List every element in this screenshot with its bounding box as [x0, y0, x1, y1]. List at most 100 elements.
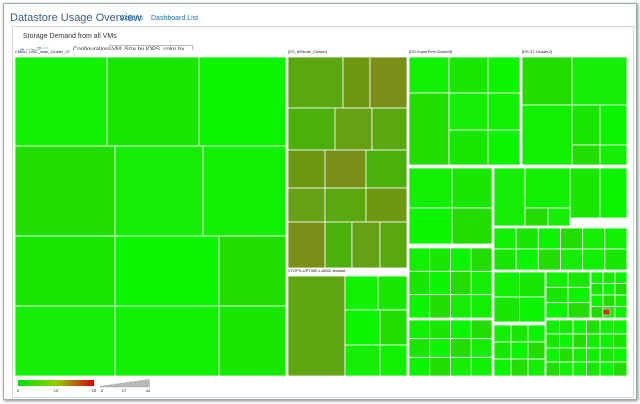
treemap-cell[interactable] [470, 319, 493, 340]
treemap-cell[interactable] [614, 294, 628, 307]
treemap-cell[interactable] [545, 271, 569, 288]
treemap-cell[interactable] [571, 104, 601, 146]
treemap-cell[interactable] [14, 305, 116, 377]
treemap-cell[interactable] [524, 207, 549, 227]
treemap-cell[interactable] [527, 358, 546, 377]
treemap-cell[interactable] [560, 248, 584, 271]
treemap-cell[interactable] [604, 248, 628, 271]
treemap-cell[interactable] [613, 347, 628, 363]
treemap-cell[interactable] [527, 324, 546, 343]
treemap-cell[interactable] [567, 286, 591, 304]
treemap-cell[interactable] [493, 167, 526, 227]
treemap-cell[interactable] [429, 319, 451, 340]
treemap-cell[interactable] [613, 319, 628, 335]
treemap-cell[interactable] [510, 324, 529, 343]
treemap-cell[interactable] [451, 207, 493, 245]
treemap-cell[interactable] [582, 248, 606, 271]
treemap-cell[interactable] [493, 227, 517, 250]
treemap-cell[interactable] [586, 333, 601, 349]
treemap-cell[interactable] [114, 145, 204, 237]
dashboard-list-menu[interactable]: Dashboard List [151, 15, 199, 22]
treemap-cell[interactable] [324, 149, 367, 189]
treemap-cell[interactable] [590, 283, 604, 296]
treemap-cell[interactable] [470, 247, 493, 272]
treemap-cell[interactable] [218, 305, 287, 377]
treemap-cell[interactable] [590, 306, 604, 319]
treemap-cell[interactable] [582, 227, 606, 250]
treemap-cell[interactable] [408, 207, 453, 245]
treemap-cell[interactable] [515, 227, 539, 250]
treemap-cell[interactable] [369, 56, 408, 109]
treemap-cell[interactable] [599, 347, 614, 363]
treemap-cell[interactable] [599, 167, 628, 219]
treemap-cell[interactable] [365, 149, 408, 189]
treemap-cell[interactable] [586, 347, 601, 363]
treemap-cell[interactable] [450, 294, 472, 319]
treemap-cell[interactable] [604, 227, 628, 250]
treemap-cell[interactable] [408, 356, 431, 377]
treemap-cell[interactable] [408, 167, 453, 209]
treemap-cell[interactable] [379, 344, 408, 377]
treemap-cell[interactable] [379, 309, 408, 346]
treemap-cell[interactable] [408, 338, 431, 358]
treemap-cell[interactable] [114, 305, 220, 377]
treemap-cell[interactable] [377, 275, 408, 311]
treemap-cell[interactable] [344, 344, 381, 377]
alert-cell[interactable] [602, 308, 611, 316]
treemap-cell[interactable] [408, 294, 431, 319]
actions-menu[interactable]: Actions [120, 15, 143, 22]
treemap-cell[interactable] [493, 341, 512, 360]
treemap-cell[interactable] [324, 187, 367, 223]
treemap-cell[interactable] [545, 302, 569, 319]
treemap-cell[interactable] [545, 286, 569, 304]
treemap-cell[interactable] [351, 221, 381, 269]
treemap-cell[interactable] [450, 319, 472, 340]
treemap-cell[interactable] [493, 358, 512, 377]
treemap-cell[interactable] [602, 271, 616, 284]
treemap-cell[interactable] [470, 338, 493, 358]
treemap-cell[interactable] [334, 107, 373, 151]
treemap-cell[interactable] [493, 271, 520, 298]
treemap-cell[interactable] [450, 356, 472, 377]
treemap-cell[interactable] [571, 56, 628, 106]
treemap-cell[interactable] [14, 145, 116, 237]
treemap-cell[interactable] [429, 338, 451, 358]
treemap-cell[interactable] [524, 167, 571, 209]
treemap-cell[interactable] [408, 56, 450, 94]
treemap-cell[interactable] [521, 104, 573, 166]
treemap-cell[interactable] [599, 319, 614, 335]
treemap-cell[interactable] [602, 294, 616, 307]
treemap-cell[interactable] [429, 247, 451, 272]
treemap-cell[interactable] [599, 104, 628, 146]
treemap-cell[interactable] [287, 149, 326, 189]
treemap-cell[interactable] [371, 107, 408, 151]
treemap-cell[interactable] [545, 333, 560, 349]
treemap-cell[interactable] [572, 361, 587, 377]
treemap-cell[interactable] [567, 271, 591, 288]
treemap-cell[interactable] [379, 221, 408, 269]
treemap-cell[interactable] [493, 296, 520, 323]
treemap-cell[interactable] [448, 129, 489, 166]
treemap-cell[interactable] [599, 361, 614, 377]
treemap-cell[interactable] [287, 221, 326, 269]
treemap-cell[interactable] [547, 207, 571, 227]
treemap-cell[interactable] [602, 283, 616, 296]
treemap-cell[interactable] [559, 333, 574, 349]
treemap-cell[interactable] [408, 92, 450, 166]
treemap-cell[interactable] [545, 319, 560, 335]
treemap-cell[interactable] [450, 247, 472, 272]
treemap-cell[interactable] [408, 270, 431, 296]
treemap-cell[interactable] [614, 283, 628, 296]
treemap-cell[interactable] [448, 92, 489, 131]
treemap-cell[interactable] [613, 361, 628, 377]
treemap-cell[interactable] [344, 309, 381, 346]
treemap-cell[interactable] [287, 56, 344, 109]
treemap-cell[interactable] [569, 167, 601, 219]
treemap-cell[interactable] [614, 271, 628, 284]
treemap-cell[interactable] [202, 145, 287, 237]
treemap-cell[interactable] [510, 341, 529, 360]
treemap-cell[interactable] [590, 271, 604, 284]
treemap-cell[interactable] [14, 56, 108, 147]
treemap-cell[interactable] [545, 361, 560, 377]
treemap-cell[interactable] [537, 248, 561, 271]
